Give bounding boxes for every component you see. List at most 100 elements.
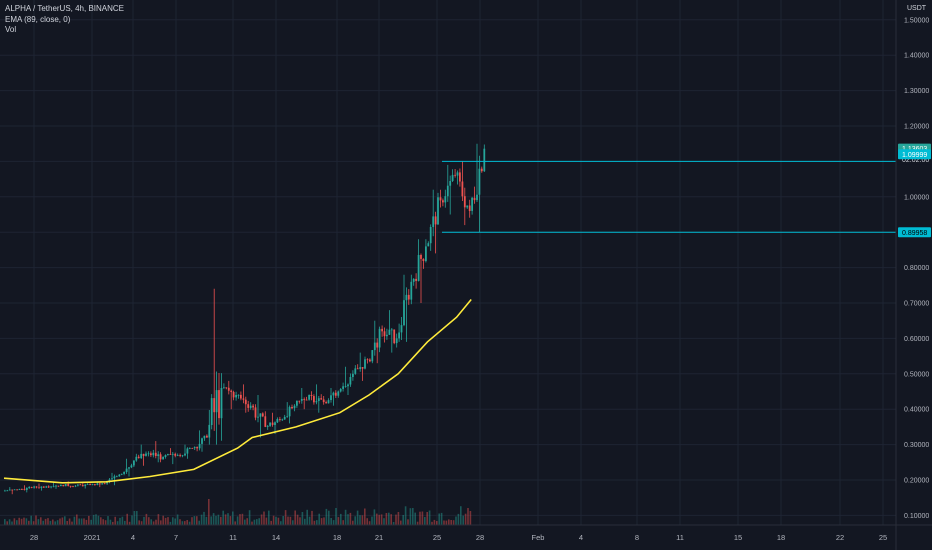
candle-body (220, 388, 223, 419)
candle-body (330, 395, 332, 400)
grid (0, 0, 896, 525)
candle-body (142, 453, 145, 456)
candle-body (230, 390, 233, 392)
candle-body (140, 453, 143, 459)
volume-legend[interactable]: Vol (5, 25, 17, 34)
volume-bar (210, 516, 212, 525)
candle-body (69, 485, 72, 487)
candle-body (405, 294, 408, 301)
volume-bar (131, 515, 133, 525)
volume-bar (116, 521, 119, 525)
candle-body (18, 489, 21, 490)
volume-bar (464, 513, 467, 525)
horizontal-lines[interactable] (442, 160, 896, 233)
volume-bar (85, 519, 88, 525)
candle-body (310, 395, 313, 396)
candle-body (167, 454, 169, 456)
volume-bar (133, 511, 136, 525)
volume-bar (61, 517, 64, 525)
time-tick-label: 21 (375, 533, 383, 542)
volume-bar (220, 516, 222, 525)
volume-bar (400, 520, 402, 525)
candle-body (320, 398, 323, 400)
candle-body (279, 419, 281, 420)
candle-body (38, 487, 40, 489)
candle-body (352, 373, 354, 377)
volume-bar (342, 520, 344, 525)
support-price-label-bg (898, 227, 931, 238)
candle-body (315, 401, 318, 403)
volume-bar (448, 519, 450, 525)
candle-body (13, 489, 16, 491)
candle-body (128, 467, 130, 469)
volume-bar (306, 509, 308, 525)
volume-bar (284, 510, 287, 525)
volume-bar (4, 519, 6, 525)
candle-body (198, 443, 201, 449)
volume-bar (160, 520, 162, 525)
price-axis[interactable]: 1.500001.400001.300001.200001.000000.900… (904, 17, 929, 520)
candle-body (252, 405, 254, 408)
volume-bar (433, 519, 436, 525)
candle-body (235, 395, 237, 398)
volume-bar (253, 519, 256, 525)
volume-bar (8, 519, 11, 525)
candle-body (434, 216, 437, 225)
volume-bar (332, 520, 335, 525)
volume-bar (407, 519, 409, 525)
ema-legend[interactable]: EMA (89, close, 0) (5, 14, 71, 24)
candle-body (422, 258, 425, 261)
countdown-bg (898, 154, 931, 165)
volume-bar (40, 517, 42, 525)
time-tick-label: 11 (676, 533, 684, 542)
candle-body (135, 456, 138, 461)
candle-body (400, 325, 403, 333)
price-tick-label: 1.40000 (904, 53, 929, 60)
candle-body (147, 453, 150, 455)
volume-bar (328, 510, 330, 525)
volume-bar (457, 513, 460, 525)
volume-bar (152, 521, 155, 525)
volume-bar (438, 513, 440, 525)
volume-bar (112, 521, 114, 525)
candle-body (60, 485, 62, 487)
candle-body (50, 486, 52, 488)
candle-body (213, 398, 216, 413)
volume-bar (296, 514, 299, 525)
time-tick-label: 7 (174, 533, 178, 542)
time-axis[interactable]: 28 2021 4 7 11 14 18 21 25 28 Feb 4 8 11 15 18 22 25 (30, 533, 887, 542)
candle-body (77, 484, 79, 486)
volume-bar (301, 512, 304, 525)
volume-bar (428, 510, 431, 525)
volume-bar (263, 511, 265, 525)
volume-bar (282, 516, 284, 525)
volume-bar (179, 519, 181, 525)
volume-bar (236, 516, 239, 525)
volume-bar (335, 508, 337, 525)
candle-body (276, 419, 279, 423)
volume-bar (174, 518, 176, 525)
volume-bar (419, 511, 421, 525)
volume-bar (25, 518, 28, 525)
volume-bar (366, 518, 368, 525)
candle-body (94, 484, 96, 485)
symbol-legend[interactable]: ALPHA / TetherUS, 4h, BINANCE (5, 4, 125, 13)
volume-bar (83, 518, 85, 525)
candle-body (179, 455, 181, 456)
volume-bar (376, 513, 378, 525)
volume-bar (239, 514, 241, 525)
volume-bar (92, 514, 95, 525)
volume-bar (258, 518, 260, 525)
volume-bar (119, 517, 121, 525)
volume-bar (311, 510, 313, 525)
volume-bar (188, 521, 191, 525)
candle-body (271, 422, 274, 425)
time-tick-label: Feb (532, 533, 545, 542)
volume-bar (136, 511, 138, 525)
candle-body (407, 294, 410, 300)
candle-body (337, 391, 340, 396)
volume-bar (426, 512, 428, 525)
candle-body (154, 452, 157, 456)
